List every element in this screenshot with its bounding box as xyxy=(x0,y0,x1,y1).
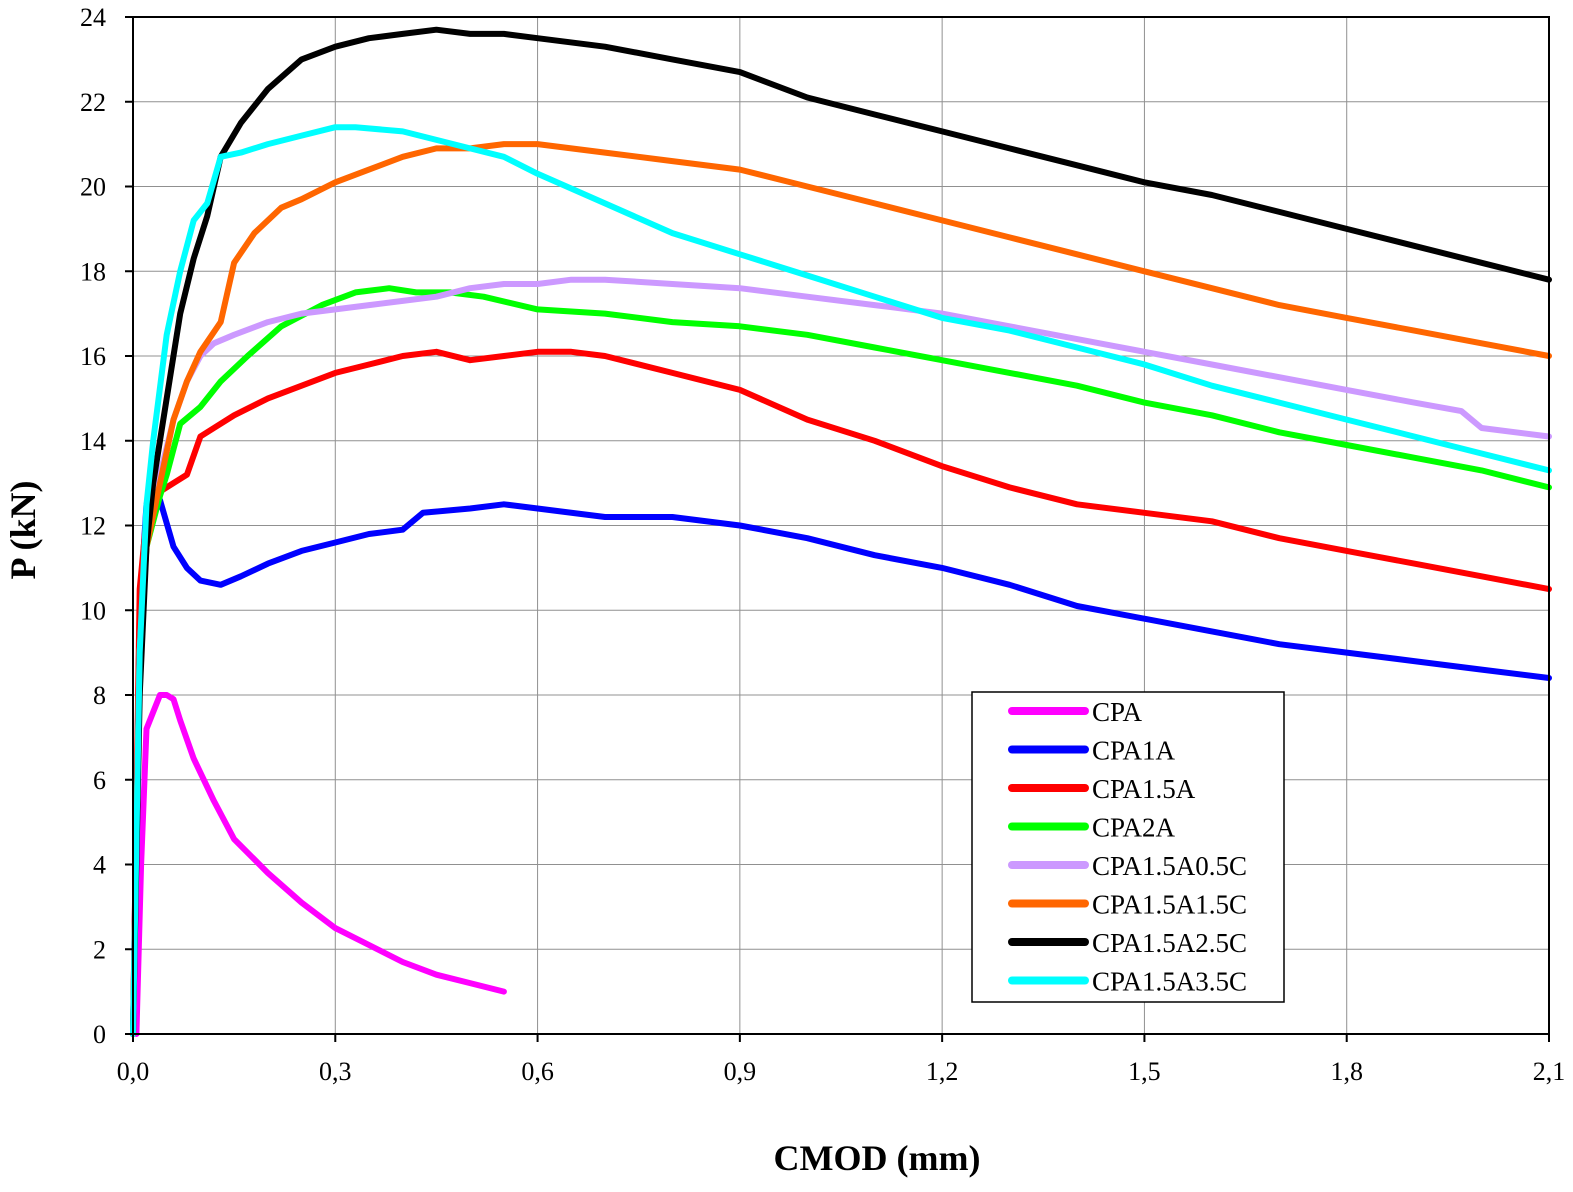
legend-label: CPA xyxy=(1092,697,1143,727)
legend-label: CPA1.5A1.5C xyxy=(1092,890,1247,920)
legend-label: CPA1.5A0.5C xyxy=(1092,851,1247,881)
x-tick-label: 0,0 xyxy=(117,1057,150,1086)
y-tick-label: 22 xyxy=(80,88,106,117)
x-tick-label: 0,6 xyxy=(521,1057,554,1086)
series-lines xyxy=(130,26,1552,1037)
x-tick-label: 1,8 xyxy=(1330,1057,1363,1086)
y-axis-title: P (kN) xyxy=(3,481,43,580)
legend-label: CPA1.5A xyxy=(1092,774,1196,804)
legend-box xyxy=(971,691,1285,1003)
series-line-CPA2A xyxy=(130,285,1552,1037)
series-line-CPA1.5A2.5C xyxy=(130,26,1552,1037)
series-line-CPA xyxy=(133,692,507,1037)
series-line-CPA1.5A3.5C xyxy=(130,124,1552,1037)
y-tick-label: 4 xyxy=(93,851,106,880)
series-line-CPA1.5A xyxy=(130,348,1552,1037)
x-tick-label: 2,1 xyxy=(1533,1057,1566,1086)
y-tick-label: 2 xyxy=(93,935,106,964)
x-axis-title: CMOD (mm) xyxy=(774,1138,981,1178)
x-tick-label: 0,3 xyxy=(319,1057,352,1086)
y-tick-label: 18 xyxy=(80,257,106,286)
series-line-CPA1.5A1.5C xyxy=(130,141,1552,1037)
y-tick-label: 12 xyxy=(80,512,106,541)
y-tick-label: 14 xyxy=(80,427,106,456)
series-line-CPA1.5A0.5C xyxy=(130,276,1552,1037)
grid xyxy=(133,17,1549,1034)
y-tick-label: 24 xyxy=(80,3,106,32)
legend-label: CPA1.5A2.5C xyxy=(1092,928,1247,958)
legend-label: CPA1.5A3.5C xyxy=(1092,967,1247,997)
y-tick-label: 0 xyxy=(93,1020,106,1049)
x-tick-label: 1,2 xyxy=(926,1057,959,1086)
legend-label: CPA2A xyxy=(1092,813,1176,843)
x-tick-label: 1,5 xyxy=(1128,1057,1161,1086)
y-tick-label: 20 xyxy=(80,173,106,202)
legend: CPA CPA1A CPA1.5A CPA2A CPA1.5A0.5C CPA1.5A1.… xyxy=(971,691,1285,1003)
y-tick-label: 6 xyxy=(93,766,106,795)
axis-ticks xyxy=(125,16,1550,1042)
series-line-CPA1A xyxy=(130,480,1552,1037)
y-tick-label: 16 xyxy=(80,342,106,371)
x-tick-label: 0,9 xyxy=(724,1057,757,1086)
legend-label: CPA1A xyxy=(1092,736,1176,766)
y-tick-label: 10 xyxy=(80,596,106,625)
y-tick-label: 8 xyxy=(93,681,106,710)
